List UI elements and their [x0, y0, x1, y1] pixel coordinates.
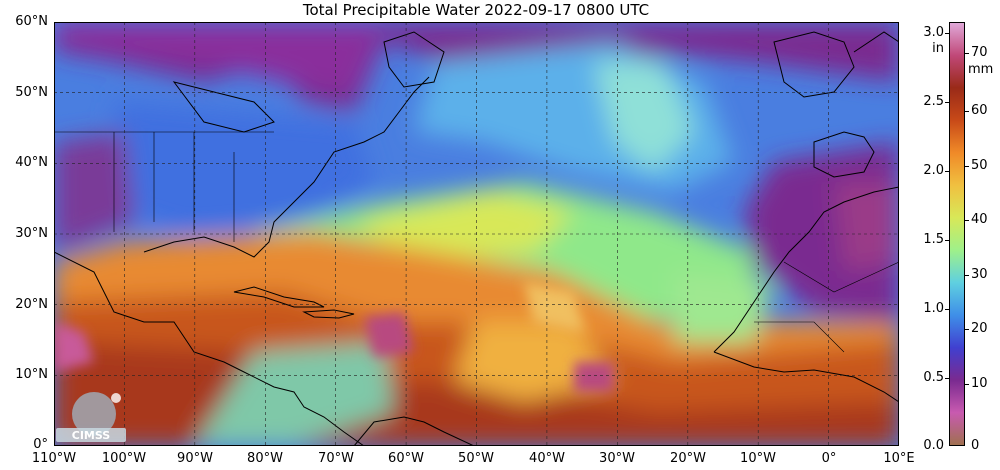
colorbar-mm-tickmark — [965, 53, 969, 54]
lon-label: 80°W — [247, 451, 283, 466]
lon-label: 30°W — [599, 451, 635, 466]
colorbar-mm-tickmark — [965, 166, 969, 167]
graticule — [54, 22, 899, 446]
lon-label: 20°W — [670, 451, 706, 466]
colorbar-mm-tick: 40 — [971, 212, 988, 227]
colorbar-mm-tickmark — [965, 111, 969, 112]
colorbar-in-tickmark — [945, 240, 949, 241]
lon-label: 10°E — [883, 451, 915, 466]
lon-label: 10°W — [740, 451, 776, 466]
colorbar-mm-tick: 60 — [971, 103, 988, 118]
lon-label: 90°W — [177, 451, 213, 466]
colorbar-mm-tick: 0 — [971, 438, 980, 453]
colorbar-in-tick: 1.0 — [923, 301, 944, 316]
colorbar-in-tick: 0.5 — [923, 370, 944, 385]
lon-label: 50°W — [458, 451, 494, 466]
colorbar-mm-tickmark — [965, 220, 969, 221]
logo-text: CIMSS — [72, 429, 111, 442]
colorbar-in-tickmark — [945, 171, 949, 172]
lon-label: 70°W — [318, 451, 354, 466]
colorbar-unit-in: in — [932, 41, 944, 56]
lon-label: 40°W — [529, 451, 565, 466]
lon-label: 0° — [821, 451, 837, 466]
colorbar-in-tick: 2.0 — [923, 163, 944, 178]
colorbar-in-tick: 0.0 — [923, 438, 944, 453]
lat-label: 30°N — [15, 226, 48, 241]
colorbar — [949, 22, 965, 446]
colorbar-in-tickmark — [945, 33, 949, 34]
lat-label: 10°N — [15, 367, 48, 382]
coastlines — [54, 31, 899, 446]
lat-label: 60°N — [15, 14, 48, 29]
colorbar-mm-tick: 50 — [971, 158, 988, 173]
lat-label: 20°N — [15, 297, 48, 312]
colorbar-in-tickmark — [945, 102, 949, 103]
colorbar-in-tickmark — [945, 378, 949, 379]
colorbar-mm-tick: 30 — [971, 267, 988, 282]
lat-label: 0° — [33, 437, 48, 452]
colorbar-mm-tickmark — [965, 384, 969, 385]
colorbar-in-tick: 1.5 — [923, 232, 944, 247]
colorbar-unit-mm: mm — [968, 62, 994, 77]
colorbar-in-tickmark — [945, 309, 949, 310]
colorbar-mm-tick: 10 — [971, 376, 988, 391]
cimss-logo: CIMSS — [56, 392, 126, 442]
lon-label: 110°W — [31, 451, 77, 466]
lat-label: 40°N — [15, 155, 48, 170]
colorbar-in-tick: 3.0 — [923, 25, 944, 40]
tpw-map: CIMSS — [54, 22, 899, 446]
colorbar-mm-tick: 20 — [971, 321, 988, 336]
lat-label: 50°N — [15, 85, 48, 100]
map-title: Total Precipitable Water 2022-09-17 0800… — [302, 1, 650, 19]
colorbar-mm-tick: 70 — [971, 45, 988, 60]
lon-label: 60°W — [388, 451, 424, 466]
colorbar-in-tick: 2.5 — [923, 94, 944, 109]
colorbar-mm-tickmark — [965, 275, 969, 276]
colorbar-mm-tickmark — [965, 329, 969, 330]
borders — [54, 131, 899, 353]
lon-label: 100°W — [101, 451, 147, 466]
